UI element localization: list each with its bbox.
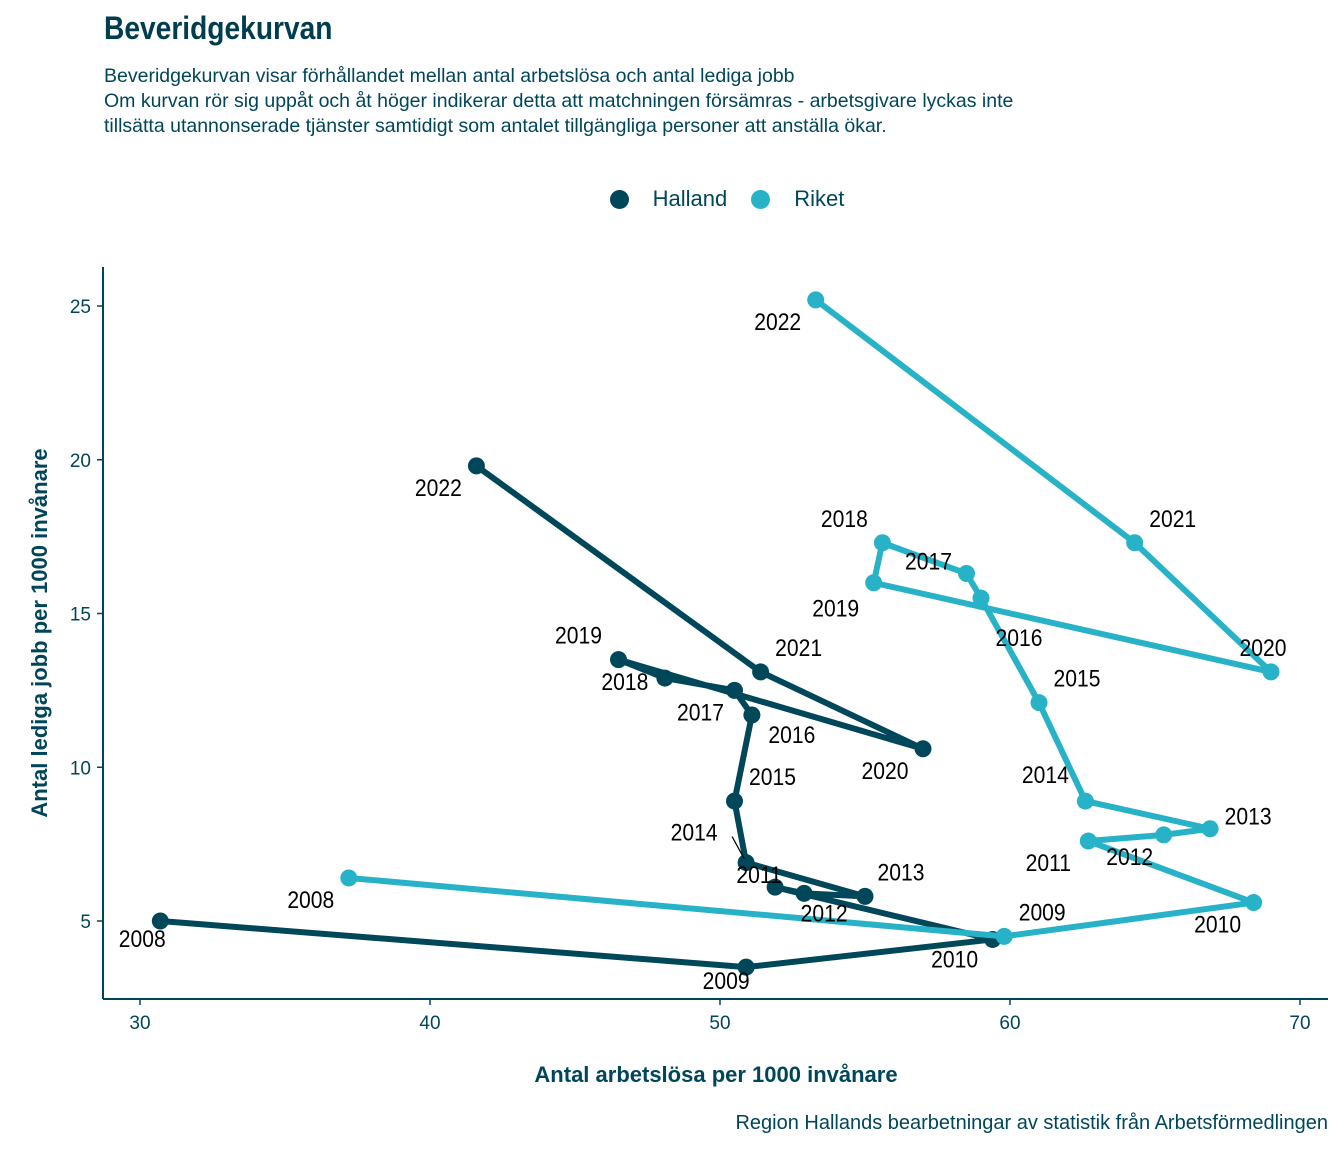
data-label-riket-2011: 2011 (1026, 850, 1071, 877)
data-point-riket-2018 (873, 534, 891, 552)
y-tick-label: 20 (70, 451, 91, 472)
data-point-riket-2014 (1076, 792, 1094, 810)
data-point-halland-2019 (610, 651, 627, 669)
x-axis-label: Antal arbetslösa per 1000 invånare (534, 1062, 898, 1087)
data-point-riket-2015 (1030, 694, 1048, 712)
data-label-riket-2015: 2015 (1054, 665, 1101, 692)
data-point-riket-2011 (1079, 832, 1097, 850)
data-label-halland-2016: 2016 (768, 722, 815, 749)
data-label-riket-2020: 2020 (1240, 635, 1287, 662)
data-point-halland-2018 (656, 669, 674, 687)
data-point-riket-2010 (1245, 894, 1263, 912)
legend: Halland Riket (0, 186, 1344, 212)
data-label-halland-2015: 2015 (749, 764, 796, 791)
data-label-riket-2017: 2017 (905, 548, 952, 575)
data-point-riket-2017 (958, 565, 975, 583)
data-point-halland-2011 (766, 878, 784, 896)
chart-subtitle: Beveridgekurvan visar förhållandet mella… (104, 65, 1014, 137)
data-point-halland-2016 (743, 706, 761, 724)
data-label-halland-2019: 2019 (555, 622, 602, 649)
data-point-riket-2016 (972, 589, 990, 607)
data-label-halland-2008: 2008 (119, 926, 166, 953)
data-label-halland-2022: 2022 (415, 475, 462, 502)
data-label-halland-2011: 2011 (736, 862, 781, 889)
data-point-riket-2012 (1155, 826, 1173, 844)
legend-label-riket: Riket (794, 186, 845, 211)
data-label-halland-2012: 2012 (801, 900, 848, 927)
y-tick-label: 15 (70, 605, 91, 626)
data-point-halland-2021 (752, 663, 770, 681)
x-tick-label: 50 (709, 1013, 730, 1034)
y-tick-label: 5 (80, 912, 91, 933)
series-line-riket (345, 296, 1274, 940)
y-axis-label: Antal lediga jobb per 1000 invånare (27, 448, 52, 818)
data-point-riket-2021 (1126, 534, 1144, 552)
data-label-riket-2010: 2010 (1194, 911, 1241, 938)
data-point-halland-2008 (151, 912, 169, 930)
legend-marker-riket (751, 189, 771, 209)
data-label-halland-2020: 2020 (862, 758, 909, 785)
data-label-riket-2014: 2014 (1022, 762, 1069, 789)
y-tick-label: 10 (70, 758, 91, 779)
label-leader-line (731, 836, 745, 859)
data-label-halland-2017: 2017 (677, 699, 724, 726)
data-label-riket-2018: 2018 (821, 506, 868, 533)
data-point-halland-2013 (856, 887, 874, 905)
chart-title: Beveridgekurvan (104, 10, 333, 46)
data-point-riket-2020 (1262, 663, 1280, 681)
data-label-riket-2009: 2009 (1019, 899, 1066, 926)
data-label-halland-2010: 2010 (931, 946, 978, 973)
legend-item-halland: Halland (609, 186, 728, 212)
data-label-riket-2019: 2019 (812, 596, 859, 623)
source-caption: Region Hallands bearbetningar av statist… (735, 1112, 1328, 1134)
data-point-halland-2015 (726, 792, 743, 810)
data-label-riket-2008: 2008 (287, 887, 334, 914)
data-point-riket-2022 (807, 291, 825, 309)
x-tick-label: 40 (419, 1013, 440, 1034)
legend-marker-halland (609, 189, 629, 209)
legend-label-halland: Halland (652, 186, 728, 211)
data-label-riket-2021: 2021 (1149, 506, 1196, 533)
data-point-riket-2019 (865, 574, 883, 592)
data-label-halland-2021: 2021 (775, 635, 822, 662)
data-label-halland-2013: 2013 (878, 859, 925, 886)
data-point-halland-2020 (914, 740, 932, 758)
data-label-halland-2009: 2009 (703, 968, 750, 995)
y-tick-label: 25 (70, 297, 91, 318)
data-point-halland-2017 (726, 681, 743, 699)
data-point-halland-2012 (795, 884, 813, 902)
data-label-riket-2013: 2013 (1225, 804, 1272, 831)
data-point-halland-2022 (467, 457, 485, 475)
x-tick-label: 70 (1289, 1013, 1310, 1034)
data-point-riket-2008 (340, 869, 358, 887)
data-point-halland-2014 (737, 854, 755, 872)
legend-item-riket: Riket (751, 186, 844, 212)
data-label-riket-2012: 2012 (1106, 844, 1153, 871)
x-tick-label: 30 (129, 1013, 150, 1034)
data-point-riket-2013 (1201, 820, 1219, 838)
data-label-halland-2014: 2014 (671, 819, 718, 846)
data-point-riket-2009 (995, 927, 1013, 945)
data-point-halland-2009 (737, 958, 755, 976)
data-label-riket-2022: 2022 (754, 309, 801, 336)
x-tick-label: 60 (999, 1013, 1020, 1034)
data-label-riket-2016: 2016 (996, 625, 1043, 652)
data-label-halland-2018: 2018 (601, 669, 648, 696)
